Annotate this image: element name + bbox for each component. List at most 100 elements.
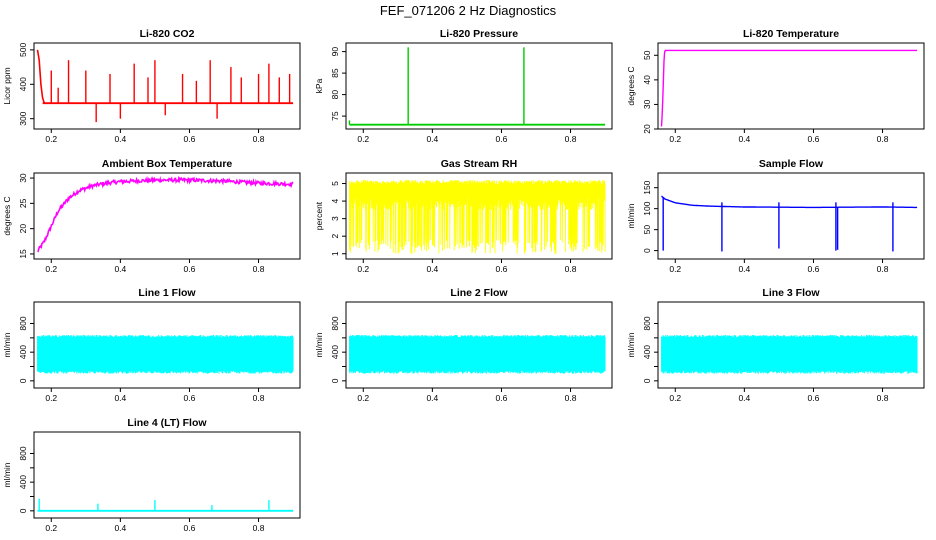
x-tick-label: 0.8 <box>565 393 577 403</box>
figure-title: FEF_071206 2 Hz Diagnostics <box>379 3 557 18</box>
x-tick-label: 0.2 <box>45 523 57 533</box>
plot-frame <box>657 172 925 260</box>
y-tick-label: 75 <box>330 111 340 121</box>
x-tick-label: 0.8 <box>565 134 577 144</box>
x-tick-label: 0.4 <box>738 134 750 144</box>
y-tick-label: 0 <box>642 248 652 253</box>
y-tick-label: 0 <box>18 378 28 383</box>
plot-frame <box>657 42 925 130</box>
y-tick-label: 300 <box>18 111 28 125</box>
panel-line2: Line 2 Flow 0.2 0.4 0.6 0.8 0 400 800 ml/min <box>314 287 613 403</box>
panel-line1: Line 1 Flow 0.2 0.4 0.6 0.8 0 400 800 ml/min <box>2 287 301 403</box>
panel-title: Line 1 Flow <box>138 287 196 299</box>
series-trace <box>37 334 294 374</box>
x-tick-label: 0.8 <box>877 393 889 403</box>
y-tick-label: 80 <box>330 90 340 100</box>
x-tick-label: 0.2 <box>669 393 681 403</box>
x-tick-label: 0.8 <box>253 134 265 144</box>
y-tick-label: 20 <box>642 124 652 134</box>
x-tick-label: 0.2 <box>357 393 369 403</box>
series-trace <box>349 179 606 254</box>
plot-frame <box>33 172 301 260</box>
x-tick-label: 0.8 <box>877 134 889 144</box>
y-tick-label: 0 <box>18 508 28 513</box>
y-tick-label: 0 <box>642 378 652 383</box>
y-tick-label: 50 <box>642 50 652 60</box>
plot-frame <box>345 42 613 130</box>
x-tick-label: 0.4 <box>114 393 126 403</box>
x-tick-label: 0.6 <box>808 393 820 403</box>
panel-title: Line 4 (LT) Flow <box>127 417 207 429</box>
y-tick-label: 85 <box>330 68 340 78</box>
panel-sampleflow: Sample Flow 0.2 0.4 0.6 0.8 0 50 100 150 ml/min <box>626 158 925 274</box>
x-tick-label: 0.4 <box>114 264 126 274</box>
panel-line4: Line 4 (LT) Flow 0.2 0.4 0.6 0.8 0 400 800 ml/mi… <box>2 417 301 533</box>
x-tick-label: 0.6 <box>184 134 196 144</box>
y-axis-label: ml/min <box>2 462 12 487</box>
y-tick-label: 400 <box>18 77 28 91</box>
y-axis-label: degrees C <box>626 66 636 105</box>
x-tick-label: 0.2 <box>45 264 57 274</box>
y-axis-label: ml/min <box>314 332 324 357</box>
panel-title: Li-820 CO2 <box>140 28 195 40</box>
y-tick-label: 800 <box>642 316 652 330</box>
y-tick-label: 800 <box>18 316 28 330</box>
y-tick-label: 40 <box>642 75 652 85</box>
series-line <box>37 175 294 253</box>
x-tick-label: 0.6 <box>184 393 196 403</box>
y-tick-label: 500 <box>18 43 28 57</box>
panel-title: Line 2 Flow <box>450 287 508 299</box>
panel-temperature: Li-820 Temperature 0.2 0.4 0.6 0.8 20 30 40 50 de… <box>626 28 925 144</box>
x-tick-label: 0.2 <box>357 134 369 144</box>
y-tick-label: 150 <box>642 180 652 194</box>
panel-line3: Line 3 Flow 0.2 0.4 0.6 0.8 0 400 800 ml/min <box>626 287 925 403</box>
x-tick-label: 0.4 <box>426 264 438 274</box>
x-tick-label: 0.8 <box>253 393 265 403</box>
y-tick-label: 2 <box>330 234 340 239</box>
x-tick-label: 0.2 <box>669 134 681 144</box>
panel-pressure: Li-820 Pressure 0.2 0.4 0.6 0.8 75 80 85 90 kPa <box>314 28 613 144</box>
panel-title: Line 3 Flow <box>762 287 820 299</box>
y-tick-label: 5 <box>330 181 340 186</box>
y-axis-label: percent <box>314 201 324 230</box>
x-tick-label: 0.4 <box>114 523 126 533</box>
panel-title: Gas Stream RH <box>441 158 517 170</box>
y-tick-label: 3 <box>330 216 340 221</box>
x-tick-label: 0.8 <box>253 523 265 533</box>
panel-co2: Li-820 CO2 0.2 0.4 0.6 0.8 300 400 500 Licor ppm <box>2 28 301 144</box>
y-tick-label: 800 <box>330 316 340 330</box>
panel-ambient: Ambient Box Temperature 0.2 0.4 0.6 0.8 15 20 2… <box>2 158 301 274</box>
panel-title: Ambient Box Temperature <box>102 158 233 170</box>
x-tick-label: 0.6 <box>184 523 196 533</box>
x-tick-label: 0.2 <box>45 134 57 144</box>
y-tick-label: 50 <box>642 225 652 235</box>
y-tick-label: 400 <box>18 475 28 489</box>
y-tick-label: 4 <box>330 198 340 203</box>
y-tick-label: 25 <box>18 198 28 208</box>
plot-frame <box>345 301 613 389</box>
y-tick-label: 100 <box>642 201 652 215</box>
y-axis-label: Licor ppm <box>2 67 12 104</box>
x-tick-label: 0.4 <box>426 134 438 144</box>
y-tick-label: 1 <box>330 251 340 256</box>
y-tick-label: 20 <box>18 224 28 234</box>
x-tick-label: 0.4 <box>738 264 750 274</box>
x-tick-label: 0.4 <box>114 134 126 144</box>
plot-frame <box>33 42 301 130</box>
x-tick-label: 0.8 <box>253 264 265 274</box>
series-line <box>661 195 918 209</box>
panel-rh: Gas Stream RH 0.2 0.4 0.6 0.8 1 2 3 4 5 percent <box>314 158 613 274</box>
y-axis-label: ml/min <box>626 203 636 228</box>
x-tick-label: 0.2 <box>357 264 369 274</box>
y-axis-label: ml/min <box>626 332 636 357</box>
y-tick-label: 400 <box>330 345 340 359</box>
y-tick-label: 400 <box>18 345 28 359</box>
panel-title: Li-820 Temperature <box>743 28 839 40</box>
series-trace <box>661 334 918 374</box>
x-tick-label: 0.4 <box>738 393 750 403</box>
y-tick-label: 0 <box>330 378 340 383</box>
x-tick-label: 0.8 <box>565 264 577 274</box>
plot-frame <box>657 301 925 389</box>
y-tick-label: 800 <box>18 446 28 460</box>
